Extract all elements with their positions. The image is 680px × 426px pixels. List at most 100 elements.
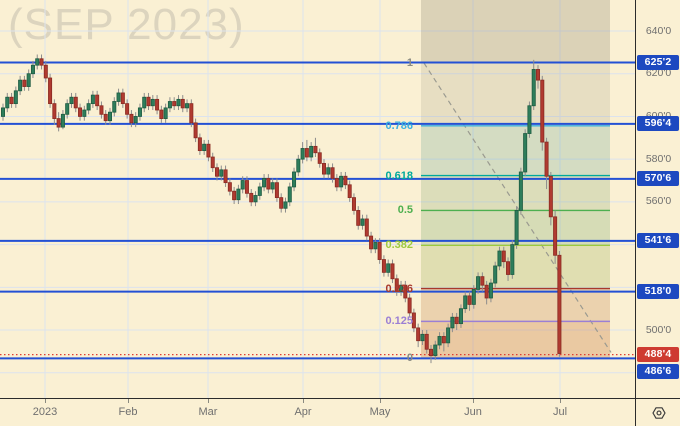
price-level-badge: 570'6 [637,171,679,187]
fib-zone [421,62,610,126]
gear-icon[interactable] [648,402,670,424]
candle-down [193,122,198,139]
candle-down [39,58,44,66]
candle-down [364,218,369,237]
candle-down [544,141,549,177]
candle-down [189,103,194,124]
price-level-badge: 596'4 [637,116,679,132]
month-tick [45,399,46,403]
candle-up [240,180,245,190]
candle-down [548,175,553,218]
month-label: Mar [198,406,218,418]
candle-down [274,182,279,199]
candle-down [441,336,446,344]
candle-up [360,218,365,226]
candle-down [411,312,416,329]
month-tick [128,399,129,403]
candle-up [253,195,258,203]
fib-level-label: 0 [406,352,413,365]
candle-up [523,133,528,173]
fib-level-label: 0.618 [385,169,413,182]
price-tick-label: 580'0 [645,152,672,165]
candle-up [488,282,493,299]
price-level-badge: 518'0 [637,284,679,300]
time-axis[interactable]: 2023 Feb Mar Apr May Jun Jul [0,398,635,426]
candle-up [5,96,10,109]
candle-up [497,250,502,267]
candle-down [377,242,382,260]
candle-down [343,175,348,186]
month-label: Feb [118,406,138,418]
trendline [423,62,612,353]
candle-up [326,167,331,175]
candle-down [197,137,202,152]
candle-up [142,96,147,109]
candle-up [108,111,113,122]
candle-down [536,69,541,81]
candle-up [270,182,275,190]
price-axis[interactable]: 640'0620'0600'0580'0560'0500'0625'2596'4… [635,0,680,398]
candle-down [52,103,57,119]
candle-down [484,284,489,299]
month-label: Jul [552,406,568,418]
candle-up [219,169,224,177]
candle-up [112,101,117,113]
candle-down [540,79,545,143]
candle-down [244,180,249,194]
month-tick [208,399,209,403]
fib-zone [421,175,610,211]
candle-up [339,175,344,188]
candle-up [510,244,515,275]
candle-up [433,344,438,357]
candle-down [56,118,61,128]
price-chart-pane[interactable]: (SEP 2023) 1 0.786 0.618 0.5 0.382 0.236 0.125… [0,0,635,398]
candle-down [394,278,399,292]
candle-up [450,316,455,329]
candle-up [185,103,190,109]
fib-band-top [421,0,610,63]
candle-down [334,177,339,188]
candle-up [257,186,262,196]
candle-up [262,177,267,188]
price-level-badge: 541'6 [637,233,679,249]
candle-down [232,190,237,201]
candle-up [446,327,451,344]
candle-up [373,242,378,250]
candle-down [125,103,130,115]
candle-up [309,145,314,158]
candle-up [176,98,181,107]
fib-level-label: 0.382 [385,239,413,252]
candle-down [249,192,254,203]
month-tick [473,399,474,403]
candle-down [321,163,326,175]
month-tick [303,399,304,403]
fib-zone [421,125,610,176]
candle-down [428,348,433,357]
price-tick-label: 560'0 [645,195,672,208]
candle-up [65,103,70,115]
candle-up [26,73,31,87]
candle-up [0,107,6,117]
month-label: Apr [294,406,312,418]
candle-down [227,182,232,192]
candle-down [78,107,83,117]
candle-down [172,101,177,107]
candle-down [553,216,558,256]
fib-level-label: 0.5 [397,204,413,217]
candle-up [476,276,481,290]
candle-down [223,169,228,184]
candle-down [480,276,485,286]
candle-up [287,186,292,203]
candle-down [146,96,151,107]
candle-down [103,113,108,122]
month-label: Jun [464,406,482,418]
price-level-badge: 486'6 [637,364,679,380]
candle-down [313,145,318,154]
candle-up [30,64,35,75]
month-label: May [369,406,391,418]
candle-down [210,156,215,169]
candle-up [116,92,121,102]
candle-up [471,289,476,305]
candle-up [399,284,404,292]
candle-up [531,69,536,107]
